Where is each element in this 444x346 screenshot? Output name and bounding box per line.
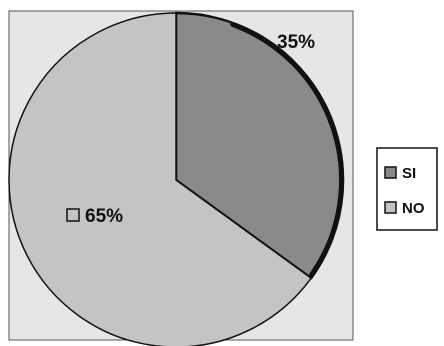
legend-box [376,147,438,231]
legend-entry-si: SI [384,165,416,182]
legend-label-no: NO [402,200,425,217]
legend-swatch-si [384,166,397,179]
label-si-group: 35% [277,32,315,53]
slice-label-no-marker [66,208,80,222]
pie-slice-si-rim [230,22,344,278]
legend: SI NO [376,147,438,231]
label-no-group: 65% [66,206,123,227]
slice-label-no: 65% [85,206,123,227]
legend-swatch-no [384,201,397,214]
legend-entry-no: NO [384,200,425,217]
slice-label-si: 35% [277,32,315,53]
pie-slice-no [8,12,312,346]
legend-label-si: SI [402,165,416,182]
